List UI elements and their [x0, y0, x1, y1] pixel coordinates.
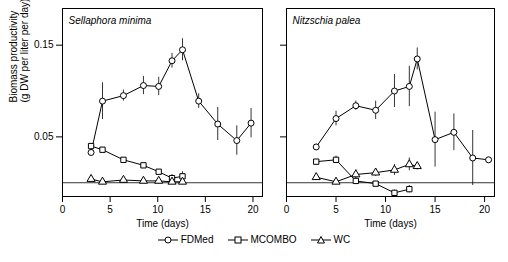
svg-text:Sellaphora minima: Sellaphora minima — [69, 15, 152, 26]
svg-text:Time (days): Time (days) — [136, 218, 188, 229]
svg-text:0.05: 0.05 — [34, 131, 54, 142]
svg-text:15: 15 — [200, 204, 212, 215]
svg-text:20: 20 — [247, 204, 259, 215]
html-text:MCOMBO: MCOMBO — [250, 234, 297, 245]
svg-text:10: 10 — [152, 204, 164, 215]
svg-text:5: 5 — [107, 204, 113, 215]
svg-text:Biomass productivity(g DW per: Biomass productivity(g DW per liter per … — [8, 0, 30, 103]
svg-text:20: 20 — [479, 204, 491, 215]
svg-text:5: 5 — [333, 204, 339, 215]
svg-text:0: 0 — [284, 204, 290, 215]
html-text:FDMed: FDMed — [180, 234, 214, 245]
svg-text:10: 10 — [380, 204, 392, 215]
svg-text:Time (days): Time (days) — [364, 218, 416, 229]
svg-text:15: 15 — [430, 204, 442, 215]
svg-text:Nitzschia palea: Nitzschia palea — [293, 15, 361, 26]
html-text:WC: WC — [333, 234, 351, 245]
svg-text:0.15: 0.15 — [34, 39, 54, 50]
svg-text:0: 0 — [60, 204, 66, 215]
